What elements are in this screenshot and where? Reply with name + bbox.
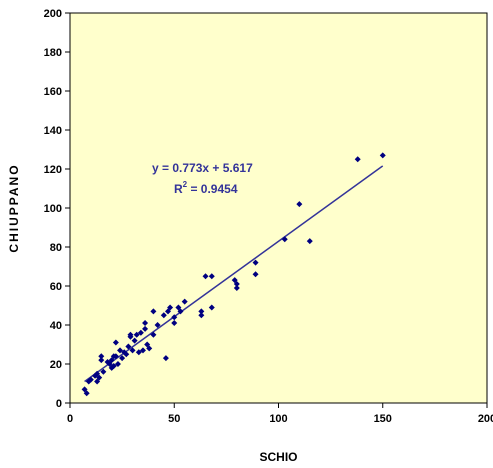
y-tick-label: 20 bbox=[50, 359, 62, 371]
y-tick-label: 40 bbox=[50, 320, 62, 332]
x-tick-label: 50 bbox=[168, 413, 180, 425]
x-tick-label: 150 bbox=[374, 413, 392, 425]
y-axis-title: CHIUPPANO bbox=[7, 163, 21, 252]
y-axis-ticks: 0 20 40 60 80 100 120 140 160 180 200 bbox=[44, 8, 70, 410]
x-axis-ticks: 0 50 100 150 200 bbox=[67, 403, 493, 425]
r-squared-value: = 0.9454 bbox=[187, 182, 238, 196]
y-tick-label: 140 bbox=[44, 125, 62, 137]
trendline-equation: y = 0.773x + 5.617 bbox=[152, 161, 253, 175]
plot-area bbox=[70, 13, 487, 403]
x-tick-label: 200 bbox=[478, 413, 493, 425]
y-tick-label: 120 bbox=[44, 164, 62, 176]
y-tick-label: 200 bbox=[44, 8, 62, 20]
x-tick-label: 0 bbox=[67, 413, 73, 425]
x-axis-title: SCHIO bbox=[259, 450, 297, 464]
x-tick-label: 100 bbox=[269, 413, 287, 425]
y-tick-label: 80 bbox=[50, 242, 62, 254]
y-tick-label: 0 bbox=[56, 398, 62, 410]
y-tick-label: 160 bbox=[44, 86, 62, 98]
y-tick-label: 60 bbox=[50, 281, 62, 293]
r-squared-symbol: R bbox=[174, 182, 183, 196]
y-tick-label: 180 bbox=[44, 47, 62, 59]
y-tick-label: 100 bbox=[44, 203, 62, 215]
